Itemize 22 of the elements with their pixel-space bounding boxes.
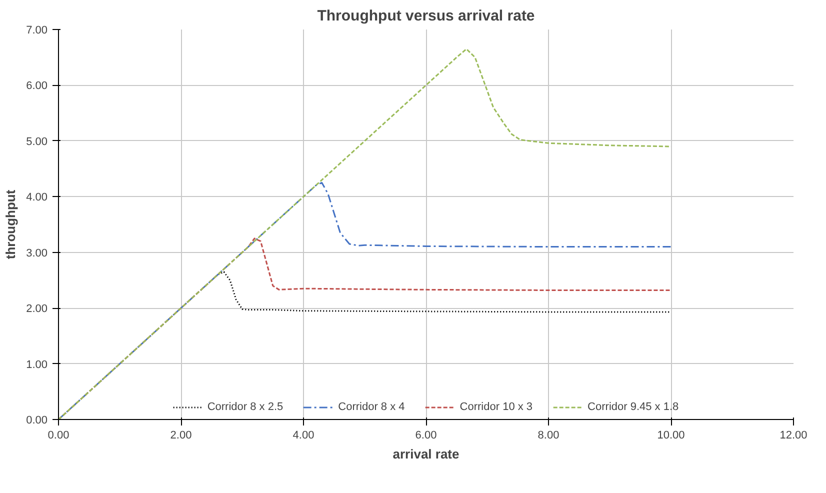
y-tick-label: 1.00 [26, 358, 48, 371]
x-axis-title: arrival rate [392, 446, 460, 462]
x-tick-label: 2.00 [170, 430, 192, 442]
x-tick-label: 10.00 [657, 430, 685, 442]
y-axis-title: throughput [3, 189, 18, 260]
x-tick-label: 0.00 [48, 430, 70, 442]
x-tick-label: 6.00 [415, 430, 437, 442]
y-tick-label: 6.00 [26, 80, 48, 92]
y-tick-label: 7.00 [26, 24, 48, 36]
legend-label: Corridor 10 x 3 [460, 401, 533, 413]
x-tick-label: 8.00 [538, 430, 560, 442]
legend-label: Corridor 8 x 4 [338, 401, 405, 413]
y-tick-label: 4.00 [26, 192, 48, 204]
legend-label: Corridor 9.45 x 1.8 [588, 401, 679, 413]
chart-title: Throughput versus arrival rate [317, 8, 535, 24]
y-tick-label: 0.00 [26, 414, 48, 426]
x-tick-label: 4.00 [292, 430, 314, 442]
legend-label: Corridor 8 x 2.5 [207, 401, 284, 413]
y-tick-label: 3.00 [26, 247, 48, 260]
y-tick-label: 5.00 [26, 136, 48, 148]
y-tick-label: 2.00 [26, 303, 48, 316]
x-tick-label: 12.00 [780, 430, 808, 442]
